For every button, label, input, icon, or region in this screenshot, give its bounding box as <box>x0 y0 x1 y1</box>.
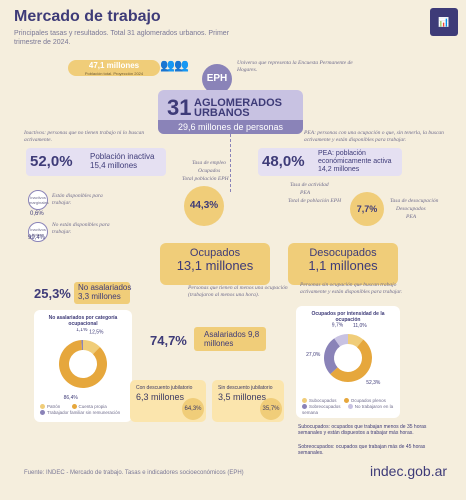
pie-label-2: 27,0% <box>306 352 321 358</box>
desocupados-value: 1,1 millones <box>308 258 378 273</box>
tasa-empleo-den: Total población EPH <box>182 176 229 182</box>
inactivos-tipicos-circle: Inactivos típicos <box>28 222 48 242</box>
no-asalariados-label: No asalariados 3,3 millones <box>78 283 132 301</box>
ocupados-value: 13,1 millones <box>176 258 254 273</box>
inactivos-no-disponibles-pct: 99,4% <box>28 235 46 241</box>
inactivos-no-disponibles-text: No están disponibles para trabajar. <box>52 222 110 235</box>
pea-bar <box>258 148 402 176</box>
page-title: Mercado de trabajo <box>14 8 161 25</box>
sin-descuento-pct: 35,7% <box>260 398 282 420</box>
pea-label: PEA: población económicamente activa 14,… <box>318 150 392 173</box>
inactivos-disponibles-text: Están disponibles para trabajar. <box>52 193 103 206</box>
inactivos-pct: 52,0% <box>30 153 73 170</box>
legend-trabajador-familiar: Trabajador familiar sin remuneración <box>40 410 130 416</box>
no-asalariados-panel-title: No asalariados por categoría ocupacional <box>48 315 118 327</box>
pie-label-0: 12,5% <box>89 330 104 336</box>
tasa-desocupacion-num: Desocupados <box>396 206 426 212</box>
pie-slice-2 <box>81 340 83 351</box>
tasa-desocupacion-label: Tasa de desocupación <box>390 198 439 204</box>
intensidad-panel-title: Ocupados por intensidad de la ocupación <box>311 311 385 323</box>
con-descuento-label: Con descuento jubilatorio <box>136 385 193 391</box>
ocupados-box: Ocupados 13,1 millones <box>160 243 270 285</box>
desocupados-box: Desocupados 1,1 millones <box>288 243 398 285</box>
ocupados-title: Ocupados <box>189 247 241 259</box>
pie-label-0: 11,0% <box>353 323 367 329</box>
brand-link[interactable]: indec.gob.ar <box>370 463 448 479</box>
population-bar: 47,1 millones Población total. Proyecció… <box>68 60 160 76</box>
con-descuento-pct: 64,3% <box>182 398 204 420</box>
tasa-actividad-den: Total de población EPH <box>288 198 342 204</box>
tasa-empleo-circle: 44,3% <box>184 186 224 226</box>
pie-slice-1 <box>59 340 107 388</box>
inactivos-note: Inactivos: personas que no tienen trabaj… <box>24 130 145 143</box>
subocupados-note: Subocupados: ocupados que trabajan menos… <box>298 424 427 436</box>
no-asalariados-pct: 25,3% <box>34 286 71 301</box>
tasa-empleo-num: Ocupados <box>198 168 221 174</box>
pie-slice-0 <box>348 334 364 348</box>
population-caption: Población total. Proyección 2024 <box>84 71 144 76</box>
tasa-actividad-label: Tasa de actividad <box>290 182 329 188</box>
legend-patron: Patrón Cuenta propia <box>40 404 130 410</box>
tasa-actividad-num: PEA <box>300 190 311 196</box>
tasa-empleo-label: Tasa de empleo <box>192 160 227 166</box>
footer-source: Fuente: INDEC - Mercado de trabajo. Tasa… <box>24 470 244 476</box>
intensidad-panel: Ocupados por intensidad de la ocupación … <box>296 306 400 418</box>
eph-badge: EPH <box>202 64 232 94</box>
no-asalariados-panel: No asalariados por categoría ocupacional… <box>34 310 132 422</box>
tasa-desocupacion-den: PEA <box>406 214 417 220</box>
intensidad-pie: 11,0% 52,3% 27,0% 9,7% <box>306 323 381 387</box>
eph-note: Universo que representa la Encuesta Perm… <box>237 60 353 73</box>
page-subtitle: Principales tasas y resultados. Total 31… <box>14 30 230 46</box>
pie-label-3: 9,7% <box>332 323 344 329</box>
sin-descuento-label: Sin descuento jubilatorio <box>218 385 273 391</box>
ocupados-note: Personas que tienen al menos una ocupaci… <box>188 285 288 298</box>
no-asalariados-pie: 12,5% 86,4% 1,1% <box>59 328 107 400</box>
inactivos-marginales-circle: Inactivos marginales <box>28 190 49 210</box>
con-descuento-value: 6,3 millones <box>136 392 185 402</box>
pie-slice-2 <box>324 338 340 375</box>
sobreocupados-note: Sobreocupados: ocupados que trabajan más… <box>298 444 426 456</box>
connector-line <box>230 134 231 192</box>
pea-pct: 48,0% <box>262 153 305 170</box>
sin-descuento-box: Sin descuento jubilatorio 3,5 millones 3… <box>212 380 284 422</box>
indec-logo-icon[interactable]: 📊 <box>430 8 458 36</box>
desocupados-note: Personas sin ocupación que buscan trabaj… <box>300 282 403 295</box>
desocupados-title: Desocupados <box>309 247 377 259</box>
inactivos-bar <box>26 148 166 176</box>
no-asalariados-bar <box>74 282 130 304</box>
pie-label-1: 52,3% <box>366 380 381 386</box>
pea-note: PEA: personas con una ocupación o que, s… <box>304 130 444 143</box>
eph-persons: 29,6 millones de personas <box>158 120 303 134</box>
pie-label-2: 1,1% <box>76 328 88 333</box>
pie-label-1: 86,4% <box>64 395 79 400</box>
aglomerados-label: AGLOMERADOS URBANOS <box>194 97 282 119</box>
tasa-desocupacion-circle: 7,7% <box>350 192 384 226</box>
inactivos-disponibles-pct: 0,6% <box>30 211 44 217</box>
legend-row-2: Sobreocupados No trabajaron en la semana <box>302 404 394 415</box>
pie-slice-0 <box>83 340 100 355</box>
aglomerados-number: 31 <box>167 95 192 120</box>
population-value: 47,1 millones <box>88 61 140 70</box>
pie-slice-3 <box>334 334 348 347</box>
con-descuento-box: Con descuento jubilatorio 6,3 millones 6… <box>130 380 206 422</box>
asalariados-pct: 74,7% <box>150 333 187 348</box>
pie-slice-1 <box>330 339 372 382</box>
asalariados-label: Asalariados 9,8 millones <box>204 330 260 348</box>
sin-descuento-value: 3,5 millones <box>218 392 267 402</box>
legend-row-1: Subocupados Ocupados plenos <box>302 398 398 404</box>
asalariados-bar <box>194 327 266 351</box>
inactivos-label: Población inactiva 15,4 millones <box>90 152 155 170</box>
people-icon: 👥👥 <box>160 58 189 72</box>
